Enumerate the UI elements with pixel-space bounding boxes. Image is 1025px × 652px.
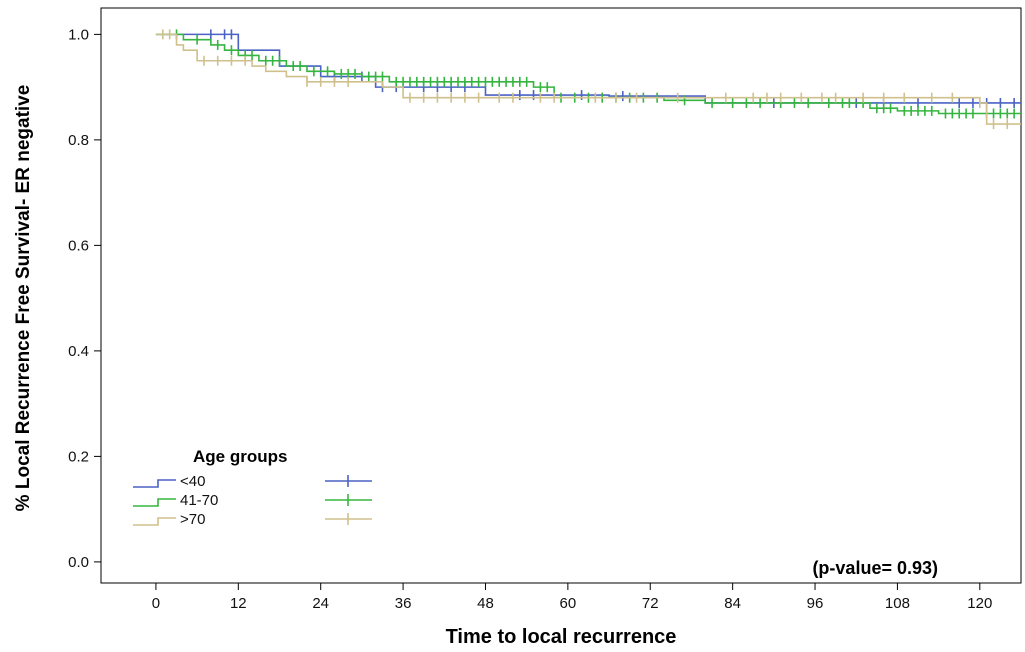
y-tick-label: 0.0 (68, 554, 89, 571)
legend-label-gt70: >70 (180, 511, 205, 528)
x-tick-label: 48 (477, 595, 494, 612)
x-tick-label: 108 (885, 595, 910, 612)
legend-step-symbol (133, 479, 176, 488)
x-axis-title: Time to local recurrence (446, 626, 677, 648)
y-tick-label: 1.0 (68, 26, 89, 43)
legend: Age groups <40 41-70 >70 (133, 447, 372, 528)
x-tick-label: 60 (560, 595, 577, 612)
x-tick-label: 12 (230, 595, 247, 612)
x-tick-label: 84 (724, 595, 741, 612)
series-lines (155, 29, 1021, 130)
legend-step-symbol (133, 498, 176, 507)
survival-line-2 (155, 33, 1021, 125)
p-value-annotation: (p-value= 0.93) (812, 558, 938, 578)
plot-frame (100, 7, 1022, 584)
y-tick-label: 0.6 (68, 237, 89, 254)
axes: 0 12 24 36 48 60 72 84 96 108 120 0.0 0.2 0.4 0.6 0.8 1.… (68, 7, 1022, 612)
y-tick-label: 0.2 (68, 448, 89, 465)
legend-step-symbol (133, 517, 176, 526)
survival-line-1 (155, 33, 1021, 115)
x-tick-label: 24 (312, 595, 329, 612)
y-tick-label: 0.8 (68, 132, 89, 149)
x-tick-label: 120 (967, 595, 992, 612)
y-axis-title: % Local Recurrence Free Survival- ER neg… (13, 85, 34, 512)
legend-label-41-70: 41-70 (180, 492, 218, 509)
legend-title: Age groups (193, 447, 287, 466)
y-tick-label: 0.4 (68, 343, 89, 360)
legend-label-lt40: <40 (180, 473, 205, 490)
x-tick-label: 96 (807, 595, 824, 612)
x-tick-label: 36 (395, 595, 412, 612)
x-tick-label: 72 (642, 595, 659, 612)
x-tick-label: 0 (152, 595, 160, 612)
survival-line-0 (155, 33, 1021, 104)
